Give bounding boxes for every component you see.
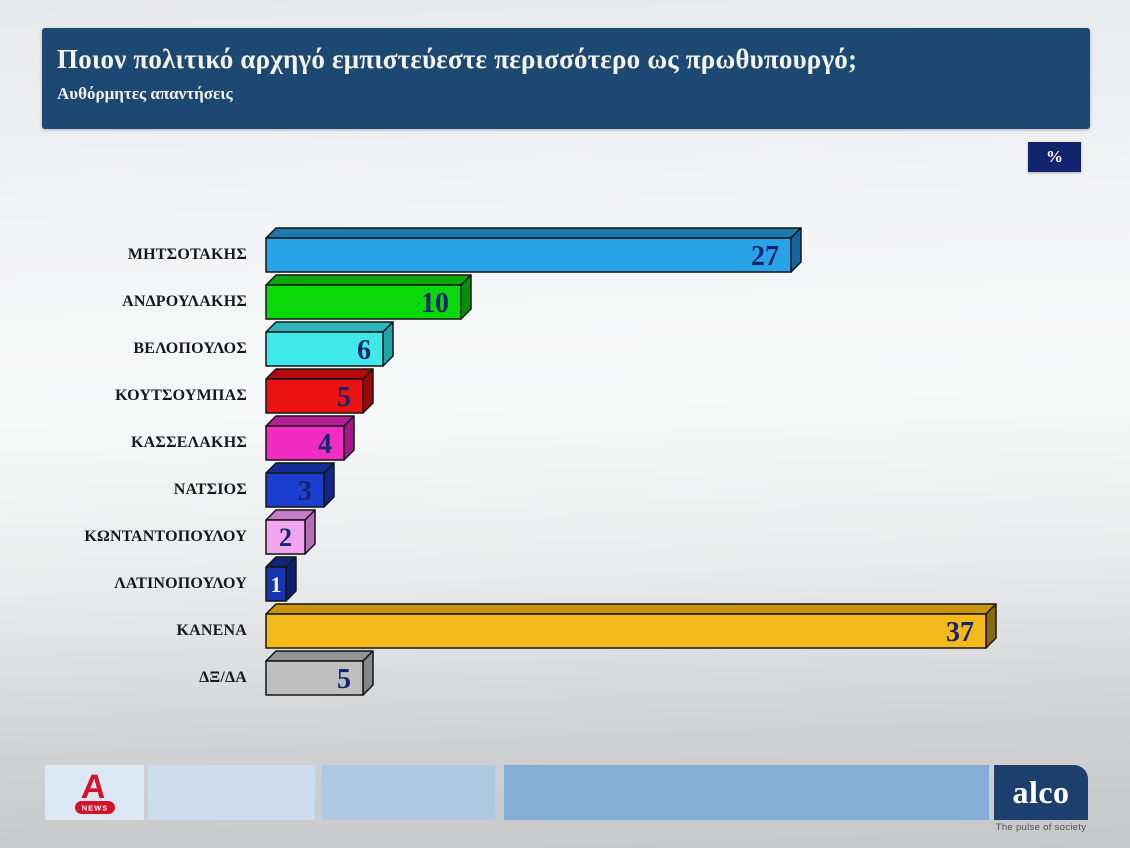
percent-unit-badge: %	[1028, 142, 1081, 172]
bar-row: ΑΝΔΡΟΥΛΑΚΗΣ 10	[0, 274, 1130, 321]
header-panel: Ποιον πολιτικό αρχηγό εμπιστεύεστε περισ…	[42, 28, 1090, 129]
category-label: ΝΑΤΣΙΟΣ	[173, 480, 247, 498]
category-label: ΚΑΣΣΕΛΑΚΗΣ	[131, 433, 247, 451]
category-label: ΔΞ/ΔΑ	[199, 668, 247, 686]
bar-value-label: 37	[946, 617, 974, 648]
bar-value-label: 2	[279, 523, 292, 552]
bar-3d: 4	[265, 415, 355, 461]
bar-value-label: 4	[318, 429, 332, 460]
bar-3d: 3	[265, 462, 335, 508]
bar-row: ΛΑΤΙΝΟΠΟΥΛΟΥ 1	[0, 556, 1130, 603]
bar-row: ΝΑΤΣΙΟΣ 3	[0, 462, 1130, 509]
horizontal-bar-chart: ΜΗΤΣΟΤΑΚΗΣ 27 ΑΝΔΡΟΥΛΑΚΗΣ 10 ΒΕΛΟΠΟΥΛΟΣ 6 ΚΟΥΤ…	[0, 227, 1130, 697]
page-subtitle: Αυθόρμητες απαντήσεις	[57, 84, 233, 103]
alpha-letter: A	[80, 768, 107, 806]
category-label: ΑΝΔΡΟΥΛΑΚΗΣ	[122, 292, 247, 310]
category-label: ΚΩΝΤΑΝΤΟΠΟΥΛΟΥ	[84, 527, 247, 545]
alpha-news-logo: A NEWS	[74, 768, 115, 814]
category-label: ΒΕΛΟΠΟΥΛΟΣ	[133, 339, 247, 357]
bar-value-label: 5	[337, 664, 351, 695]
bar-top-face	[265, 274, 472, 286]
bar-3d: 2	[265, 509, 316, 555]
bar-top-face	[265, 603, 997, 615]
page-title: Ποιον πολιτικό αρχηγό εμπιστεύεστε περισ…	[57, 44, 858, 74]
bar-top-face	[265, 368, 374, 380]
bar-front-face	[265, 284, 462, 320]
bar-3d: 1	[265, 556, 297, 602]
bar-3d: 27	[265, 227, 802, 273]
bar-value-label: 1	[271, 572, 282, 597]
bar-front-face	[265, 237, 792, 273]
bar-3d: 6	[265, 321, 394, 367]
footer: A NEWS alco The pulse of society	[0, 765, 1130, 835]
bar-row: ΔΞ/ΔΑ 5	[0, 650, 1130, 697]
footer-band-4	[504, 765, 989, 820]
bar-top-face	[265, 462, 335, 474]
footer-band-3	[322, 765, 495, 820]
category-label: ΚΑΝΕΝΑ	[176, 621, 247, 639]
category-label: ΜΗΤΣΟΤΑΚΗΣ	[127, 245, 247, 263]
bar-3d: 37	[265, 603, 997, 649]
bar-value-label: 10	[421, 288, 449, 319]
bar-row: ΒΕΛΟΠΟΥΛΟΣ 6	[0, 321, 1130, 368]
alco-logo: alco	[994, 765, 1088, 820]
bar-3d: 5	[265, 368, 374, 414]
bar-3d: 5	[265, 650, 374, 696]
alpha-news-logo-box: A NEWS	[45, 765, 144, 820]
news-badge	[74, 800, 115, 814]
bar-top-face	[265, 321, 394, 333]
bar-value-label: 27	[751, 241, 779, 272]
category-label: ΛΑΤΙΝΟΠΟΥΛΟΥ	[114, 574, 247, 592]
bar-top-face	[265, 227, 802, 239]
bar-value-label: 6	[357, 335, 371, 366]
bar-top-face	[265, 650, 374, 662]
bar-row: ΚΑΣΣΕΛΑΚΗΣ 4	[0, 415, 1130, 462]
bar-value-label: 5	[337, 382, 351, 413]
bar-front-face	[265, 425, 345, 461]
category-label: ΚΟΥΤΣΟΥΜΠΑΣ	[115, 386, 247, 404]
bar-front-face	[265, 378, 364, 414]
bar-3d: 10	[265, 274, 472, 320]
bar-row: ΚΟΥΤΣΟΥΜΠΑΣ 5	[0, 368, 1130, 415]
bar-front-face	[265, 660, 364, 696]
bar-front-face	[265, 613, 987, 649]
bar-row: ΜΗΤΣΟΤΑΚΗΣ 27	[0, 227, 1130, 274]
footer-band-2	[148, 765, 315, 820]
alco-tagline: The pulse of society	[995, 822, 1087, 833]
bar-front-face	[265, 331, 384, 367]
bar-front-face	[265, 472, 325, 508]
bar-row: ΚΩΝΤΑΝΤΟΠΟΥΛΟΥ 2	[0, 509, 1130, 556]
bar-front-face	[265, 566, 287, 602]
bar-front-face	[265, 519, 306, 555]
bar-value-label: 3	[298, 476, 312, 507]
bar-row: ΚΑΝΕΝΑ 37	[0, 603, 1130, 650]
news-badge-label: NEWS	[81, 803, 108, 812]
bar-top-face	[265, 415, 355, 427]
